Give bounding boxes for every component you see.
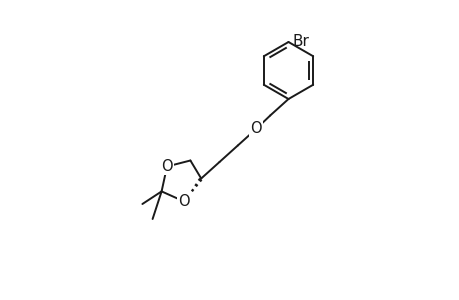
Text: O: O — [250, 122, 261, 136]
Text: O: O — [178, 194, 190, 209]
Text: O: O — [161, 159, 173, 174]
Text: Br: Br — [292, 34, 309, 49]
